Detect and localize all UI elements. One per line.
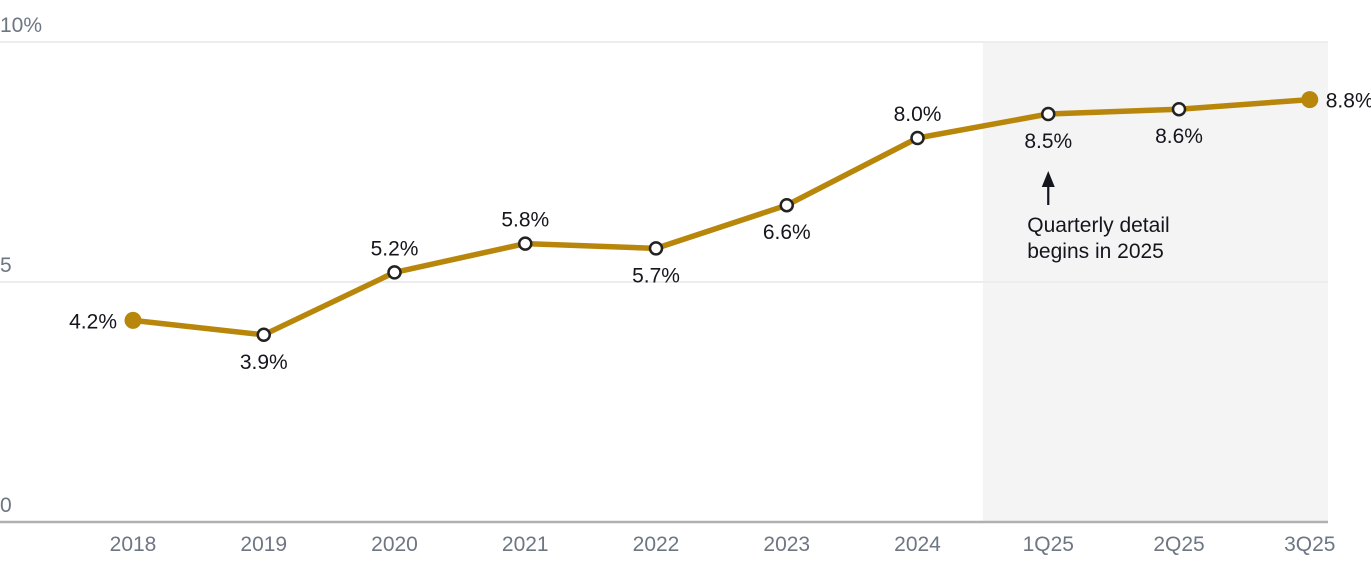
data-point-label: 3.9% bbox=[240, 351, 288, 374]
y-axis-tick-label: 0 bbox=[0, 494, 12, 517]
data-point-label: 5.2% bbox=[371, 237, 419, 260]
x-axis-tick-label: 2019 bbox=[240, 533, 287, 556]
annotation-arrow-head-icon bbox=[1041, 171, 1055, 187]
data-point-marker bbox=[256, 327, 271, 343]
data-point-marker bbox=[518, 236, 533, 251]
x-axis-tick-label: 2023 bbox=[763, 533, 810, 556]
data-point-label: 8.6% bbox=[1155, 125, 1203, 148]
y-axis-tick-label: 5 bbox=[0, 254, 12, 277]
x-axis-tick-label: 1Q25 bbox=[1023, 533, 1074, 556]
data-point-label: 8.0% bbox=[894, 103, 942, 126]
data-point-label: 8.5% bbox=[1024, 130, 1072, 153]
data-point-label: 5.7% bbox=[632, 264, 680, 287]
y-axis-tick-label: 10% bbox=[0, 14, 42, 37]
data-point-marker bbox=[648, 241, 664, 256]
trend-line bbox=[130, 96, 1313, 338]
data-point-marker bbox=[1041, 106, 1056, 122]
data-point-label: 6.6% bbox=[763, 221, 811, 244]
data-point-label: 8.8% bbox=[1326, 90, 1371, 113]
data-point-marker bbox=[387, 265, 402, 280]
data-point-marker bbox=[779, 197, 794, 213]
x-axis-tick-label: 3Q25 bbox=[1284, 533, 1335, 556]
data-point-marker bbox=[1301, 91, 1319, 109]
x-axis-tick-label: 2024 bbox=[894, 533, 941, 556]
data-point-marker bbox=[124, 311, 142, 329]
x-axis-tick-label: 2021 bbox=[502, 533, 549, 556]
data-point-marker bbox=[910, 130, 925, 146]
data-point-label: 5.8% bbox=[501, 209, 549, 232]
annotation-text-line: Quarterly detail bbox=[1027, 214, 1169, 237]
x-axis-tick-label: 2018 bbox=[110, 533, 157, 556]
data-point-label: 4.2% bbox=[69, 310, 117, 333]
data-point-marker bbox=[1171, 101, 1187, 117]
annotation-text-line: begins in 2025 bbox=[1027, 240, 1164, 263]
x-axis-tick-label: 2020 bbox=[371, 533, 418, 556]
x-axis-tick-label: 2Q25 bbox=[1153, 533, 1204, 556]
x-axis-tick-label: 2022 bbox=[633, 533, 680, 556]
